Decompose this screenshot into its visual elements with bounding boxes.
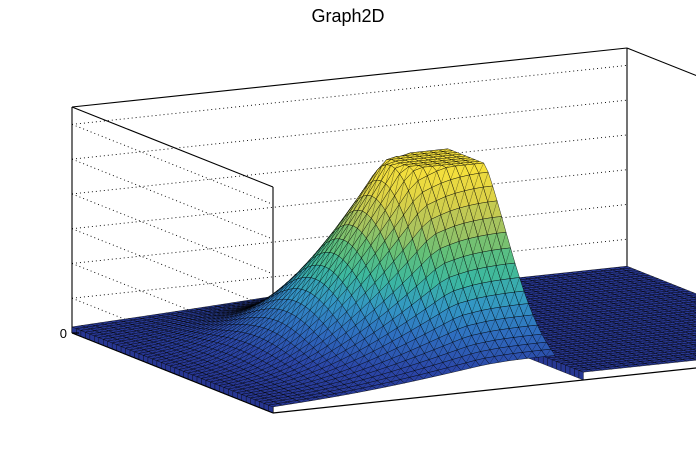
frame-front-edges xyxy=(71,332,696,414)
z-axis: 0 xyxy=(60,326,79,341)
page-title: Graph2D xyxy=(311,6,384,26)
axis-tick-label: 0 xyxy=(60,326,67,341)
surface-mesh xyxy=(71,148,696,414)
